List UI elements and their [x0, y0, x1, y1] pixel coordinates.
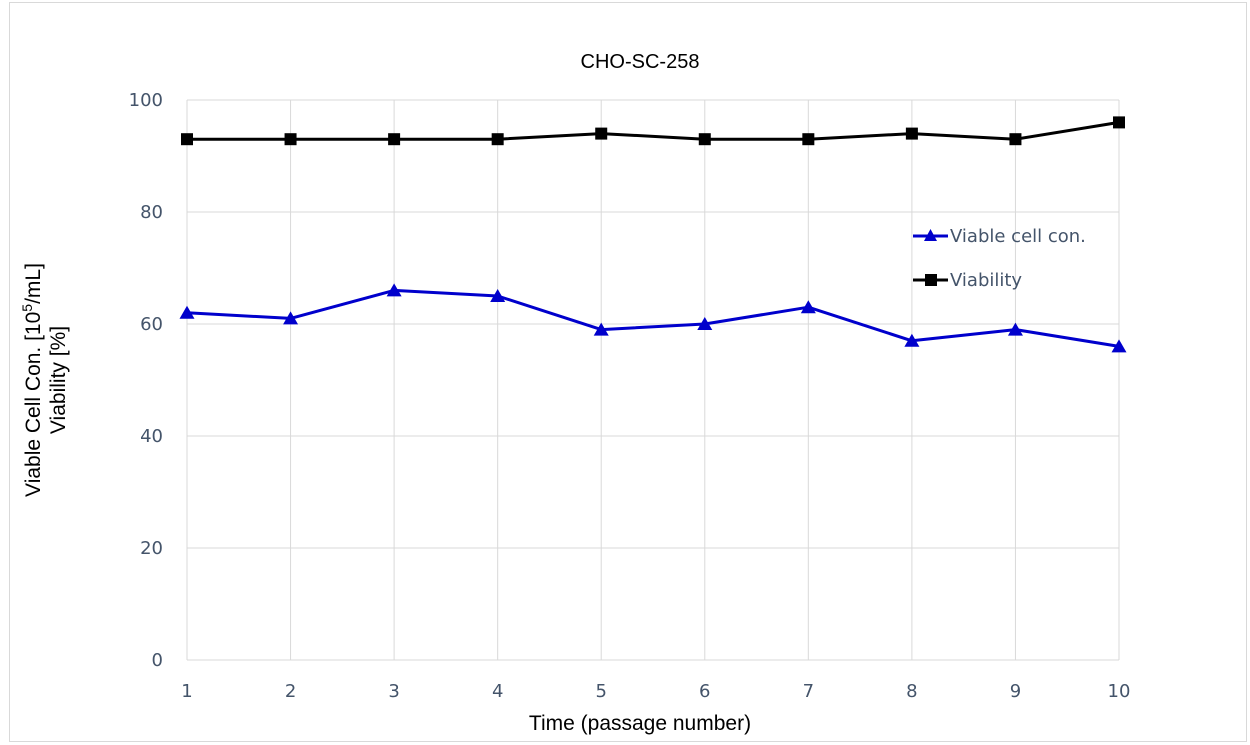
x-tick-label: 4 [492, 681, 503, 702]
data-point-viability [802, 133, 815, 146]
series-layer [179, 116, 1127, 353]
chart-frame [9, 2, 1247, 742]
x-tick-label: 7 [803, 681, 814, 702]
data-point-viable-cell-con [386, 283, 402, 297]
x-tick-label: 5 [595, 681, 606, 702]
x-tick-label: 2 [285, 681, 296, 702]
data-point-viability [1113, 116, 1125, 129]
data-point-viability [905, 127, 918, 140]
legend-item-viable-cell-con: Viable cell con. [913, 226, 1086, 247]
y-tick-label: 80 [140, 202, 163, 223]
triangle-icon [924, 229, 937, 241]
y-tick-label: 60 [140, 314, 163, 335]
y-tick-label: 20 [140, 538, 163, 559]
legend: Viable cell con. Viability [913, 226, 1086, 291]
data-point-viability [181, 133, 193, 146]
data-point-viable-cell-con [1007, 322, 1023, 336]
data-point-viable-cell-con [283, 311, 299, 325]
data-point-viable-cell-con [800, 300, 816, 314]
data-point-viable-cell-con [697, 317, 713, 330]
x-axis-label: Time (passage number) [529, 712, 751, 735]
data-point-viable-cell-con [179, 305, 195, 319]
y-tick-label: 0 [152, 650, 163, 671]
legend-label-viable-cell-con: Viable cell con. [950, 226, 1086, 247]
data-point-viable-cell-con [593, 322, 609, 336]
data-point-viability [491, 133, 504, 146]
x-tick-label: 9 [1010, 681, 1021, 702]
square-icon [925, 274, 937, 286]
data-point-viable-cell-con [490, 289, 506, 302]
chart-title: CHO-SC-258 [581, 51, 700, 73]
y-tick-labels: 0 20 40 60 80 100 [129, 90, 163, 671]
x-tick-label: 10 [1108, 681, 1131, 702]
y-tick-label: 40 [140, 426, 163, 447]
data-point-viability [595, 127, 608, 140]
legend-item-viability: Viability [913, 270, 1022, 291]
legend-label-viability: Viability [950, 270, 1022, 291]
data-point-viability [698, 133, 711, 146]
y-axis-label-line1: Viable Cell Con. [105/mL] [19, 263, 45, 497]
gridlines [186, 99, 1120, 661]
data-point-viability [388, 133, 401, 146]
data-point-viable-cell-con [1111, 339, 1127, 353]
data-point-viable-cell-con [904, 333, 920, 347]
data-point-viability [1009, 133, 1022, 146]
series-line-viable-cell-con [186, 288, 1120, 348]
x-tick-label: 3 [388, 681, 399, 702]
data-point-viability [284, 133, 297, 146]
y-tick-label: 100 [129, 90, 163, 111]
x-tick-label: 6 [699, 681, 710, 702]
series-line-viability [187, 120, 1120, 141]
y-axis-label: Viable Cell Con. [105/mL] Viability [%] [19, 263, 70, 497]
x-tick-label: 8 [906, 681, 917, 702]
y-axis-label-line2: Viability [%] [47, 326, 70, 434]
x-tick-label: 1 [181, 681, 192, 702]
x-tick-labels: 1 2 3 4 5 6 7 8 9 10 [181, 681, 1130, 702]
